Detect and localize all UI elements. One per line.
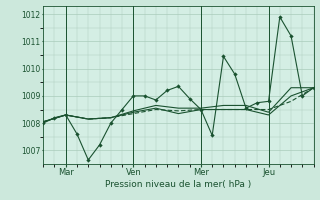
X-axis label: Pression niveau de la mer( hPa ): Pression niveau de la mer( hPa ): [105, 180, 252, 189]
